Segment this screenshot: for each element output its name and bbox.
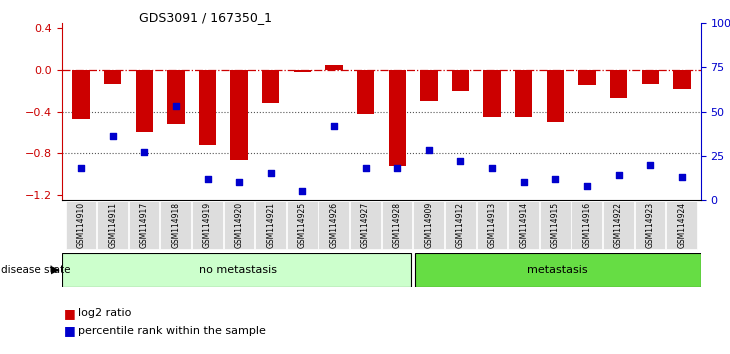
Text: GSM114926: GSM114926 (329, 202, 339, 248)
Text: GSM114914: GSM114914 (519, 202, 529, 248)
Bar (357, 70, 374, 114)
Point (170, 103, 182, 109)
Point (328, 123, 340, 129)
FancyBboxPatch shape (350, 201, 381, 249)
Text: GSM114920: GSM114920 (234, 202, 244, 248)
FancyBboxPatch shape (62, 253, 412, 287)
Point (486, 165, 498, 171)
Point (676, 174, 688, 180)
FancyBboxPatch shape (415, 253, 701, 287)
Text: no metastasis: no metastasis (199, 265, 277, 275)
Text: percentile rank within the sample: percentile rank within the sample (78, 326, 266, 336)
Text: GSM114917: GSM114917 (139, 202, 149, 248)
FancyBboxPatch shape (540, 201, 571, 249)
Point (581, 183, 593, 189)
FancyBboxPatch shape (287, 201, 318, 249)
Text: log2 ratio: log2 ratio (78, 308, 131, 318)
Bar (515, 70, 532, 117)
Point (645, 162, 656, 167)
FancyBboxPatch shape (66, 201, 96, 249)
Point (360, 165, 372, 171)
Point (139, 149, 150, 155)
Bar (388, 70, 406, 166)
Bar (483, 70, 501, 117)
Text: GSM114924: GSM114924 (677, 202, 686, 248)
FancyBboxPatch shape (128, 201, 159, 249)
Text: disease state: disease state (1, 265, 71, 275)
Point (550, 176, 561, 182)
Point (391, 165, 403, 171)
Text: GSM114912: GSM114912 (456, 202, 465, 248)
FancyBboxPatch shape (318, 201, 349, 249)
Point (296, 188, 308, 194)
Text: GSM114918: GSM114918 (172, 202, 180, 248)
Bar (610, 70, 627, 98)
Bar (72, 70, 90, 119)
Bar (326, 65, 342, 70)
Point (612, 172, 624, 178)
FancyBboxPatch shape (382, 201, 412, 249)
FancyBboxPatch shape (223, 201, 254, 249)
Text: GSM114910: GSM114910 (77, 202, 85, 248)
Point (265, 171, 277, 176)
Text: GSM114911: GSM114911 (108, 202, 117, 248)
FancyBboxPatch shape (192, 201, 223, 249)
FancyBboxPatch shape (255, 201, 286, 249)
Text: GSM114921: GSM114921 (266, 202, 275, 248)
Text: metastasis: metastasis (527, 265, 588, 275)
Bar (136, 70, 153, 132)
FancyBboxPatch shape (413, 201, 444, 249)
Bar (104, 70, 121, 85)
Point (201, 176, 213, 182)
Text: ■: ■ (64, 307, 76, 320)
Bar (199, 70, 216, 145)
FancyBboxPatch shape (666, 201, 697, 249)
Text: GSM114913: GSM114913 (488, 202, 496, 248)
FancyBboxPatch shape (634, 201, 665, 249)
FancyBboxPatch shape (603, 201, 634, 249)
Bar (262, 70, 280, 103)
FancyBboxPatch shape (508, 201, 539, 249)
Bar (547, 70, 564, 122)
Text: GSM114923: GSM114923 (646, 202, 655, 248)
Point (107, 133, 118, 139)
FancyBboxPatch shape (97, 201, 128, 249)
Bar (293, 70, 311, 72)
Text: GSM114909: GSM114909 (424, 202, 434, 248)
Bar (452, 70, 469, 91)
FancyBboxPatch shape (161, 201, 191, 249)
FancyBboxPatch shape (445, 201, 476, 249)
Point (518, 179, 529, 185)
FancyBboxPatch shape (477, 201, 507, 249)
FancyBboxPatch shape (572, 201, 602, 249)
Text: GSM114916: GSM114916 (583, 202, 591, 248)
Text: GSM114928: GSM114928 (393, 202, 402, 248)
Bar (231, 70, 247, 160)
Bar (167, 70, 185, 124)
Text: GSM114919: GSM114919 (203, 202, 212, 248)
Text: GSM114922: GSM114922 (614, 202, 623, 248)
Point (423, 148, 434, 153)
Text: ■: ■ (64, 325, 76, 337)
Bar (642, 70, 659, 85)
Bar (420, 70, 437, 101)
Point (455, 158, 466, 164)
Text: GDS3091 / 167350_1: GDS3091 / 167350_1 (139, 11, 272, 24)
Text: GSM114915: GSM114915 (551, 202, 560, 248)
Bar (578, 70, 596, 85)
Point (234, 179, 245, 185)
Text: ▶: ▶ (51, 265, 60, 275)
Point (75, 165, 87, 171)
Text: GSM114925: GSM114925 (298, 202, 307, 248)
Text: GSM114927: GSM114927 (361, 202, 370, 248)
Bar (673, 70, 691, 88)
